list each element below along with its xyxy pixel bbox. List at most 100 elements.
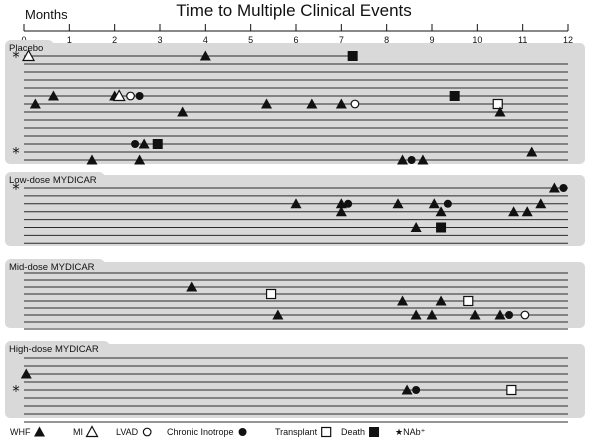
x-tick-label: 10 <box>472 35 482 45</box>
lvad-marker <box>126 91 135 101</box>
whf-marker <box>410 222 422 232</box>
x-tick-label: 9 <box>429 35 434 45</box>
legend-label: MI <box>73 427 83 437</box>
whf-marker <box>397 295 409 306</box>
chronic-inotrope-marker <box>407 156 416 164</box>
legend-marker <box>369 427 380 437</box>
whf-marker <box>290 198 302 209</box>
panel: Low-dose MYDICAR* <box>5 172 585 246</box>
transplant-marker <box>265 288 277 300</box>
chronic-inotrope-marker <box>412 386 421 394</box>
chronic-inotrope-marker <box>559 184 568 192</box>
lvad-marker <box>350 99 360 109</box>
legend-item: Transplant <box>275 426 332 438</box>
panel-label: Low-dose MYDICAR <box>9 175 97 186</box>
panel-label-tab <box>5 341 110 355</box>
transplant-marker <box>492 98 503 110</box>
legend-item: Chronic Inotrope <box>167 427 247 437</box>
whf-marker <box>272 309 284 320</box>
legend-label: Transplant <box>275 427 318 437</box>
transplant-marker <box>463 295 474 307</box>
whf-marker <box>261 98 273 109</box>
whf-marker <box>521 206 533 217</box>
legend-label: Death <box>341 427 365 437</box>
legend-marker <box>85 425 99 438</box>
legend-item: ★NAb⁺ <box>395 427 426 437</box>
whf-marker <box>435 295 447 306</box>
panel-background <box>5 344 585 418</box>
whf-marker <box>335 206 347 217</box>
panel: Placebo** <box>5 40 585 165</box>
panel-label-tab <box>5 259 105 273</box>
whf-marker <box>426 309 438 320</box>
whf-marker <box>494 106 506 117</box>
whf-marker <box>134 154 146 165</box>
whf-marker <box>548 182 560 193</box>
whf-marker <box>417 154 429 165</box>
legend-marker <box>142 427 152 437</box>
chronic-inotrope-marker <box>344 199 353 208</box>
legend-label: ★NAb⁺ <box>395 427 426 437</box>
chart-title: Time to Multiple Clinical Events <box>176 1 412 20</box>
x-axis: 0123456789101112 <box>21 24 573 45</box>
legend-item: MI <box>73 425 99 438</box>
death-marker <box>152 139 163 149</box>
legend-item: Death <box>341 427 380 437</box>
whf-marker <box>199 50 211 61</box>
lvad-marker <box>520 310 530 320</box>
whf-marker <box>410 309 422 320</box>
panel-label-tab <box>5 172 105 186</box>
chronic-inotrope-marker <box>131 140 140 148</box>
legend-marker <box>238 428 247 436</box>
x-tick-label: 8 <box>384 35 389 45</box>
transplant-marker <box>506 384 517 396</box>
x-tick-label: 2 <box>112 35 117 45</box>
whf-marker <box>335 98 347 109</box>
nab-star-marker: * <box>12 180 20 198</box>
legend-label: Chronic Inotrope <box>167 427 234 437</box>
mi-marker <box>112 89 126 102</box>
whf-marker <box>469 309 481 320</box>
x-tick-label: 12 <box>563 35 573 45</box>
legend-item: WHF <box>10 426 45 437</box>
chronic-inotrope-marker <box>505 311 514 319</box>
nab-star-marker: * <box>12 382 20 400</box>
mi-marker <box>22 49 36 62</box>
whf-marker <box>20 368 32 379</box>
whf-marker <box>335 198 347 209</box>
whf-marker <box>306 98 318 109</box>
whf-marker <box>138 138 150 149</box>
whf-marker <box>428 198 440 209</box>
legend-label: LVAD <box>116 427 139 437</box>
nab-star-marker: * <box>12 144 20 162</box>
chronic-inotrope-marker <box>443 199 452 208</box>
panel-background <box>5 262 585 328</box>
legend-marker <box>34 426 45 437</box>
whf-marker <box>526 146 538 157</box>
x-tick-label: 3 <box>157 35 162 45</box>
x-tick-label: 5 <box>248 35 253 45</box>
x-tick-label: 4 <box>203 35 208 45</box>
whf-marker <box>86 154 98 165</box>
x-tick-label: 6 <box>293 35 298 45</box>
chronic-inotrope-marker <box>135 92 144 100</box>
nab-star-marker: * <box>12 48 20 66</box>
panel-label-tab <box>5 40 54 54</box>
legend-item: LVAD <box>116 427 152 437</box>
legend: WHF MI LVAD Chronic Inotrope Transplant Death… <box>10 425 426 438</box>
x-tick-label: 11 <box>518 35 527 45</box>
whf-marker <box>29 98 41 109</box>
whf-marker <box>535 198 547 209</box>
whf-marker <box>177 106 189 117</box>
x-axis-label: Months <box>25 7 68 22</box>
panels: Placebo**Low-dose MYDICAR*Mid-dose MYDIC… <box>5 40 585 423</box>
legend-marker <box>321 426 332 438</box>
legend-label: WHF <box>10 427 31 437</box>
whf-marker <box>494 309 506 320</box>
panel-label: Placebo <box>9 43 43 54</box>
panel-label: High-dose MYDICAR <box>9 344 99 355</box>
x-tick-label: 1 <box>67 35 72 45</box>
whf-marker <box>508 206 520 217</box>
whf-marker <box>392 198 404 209</box>
